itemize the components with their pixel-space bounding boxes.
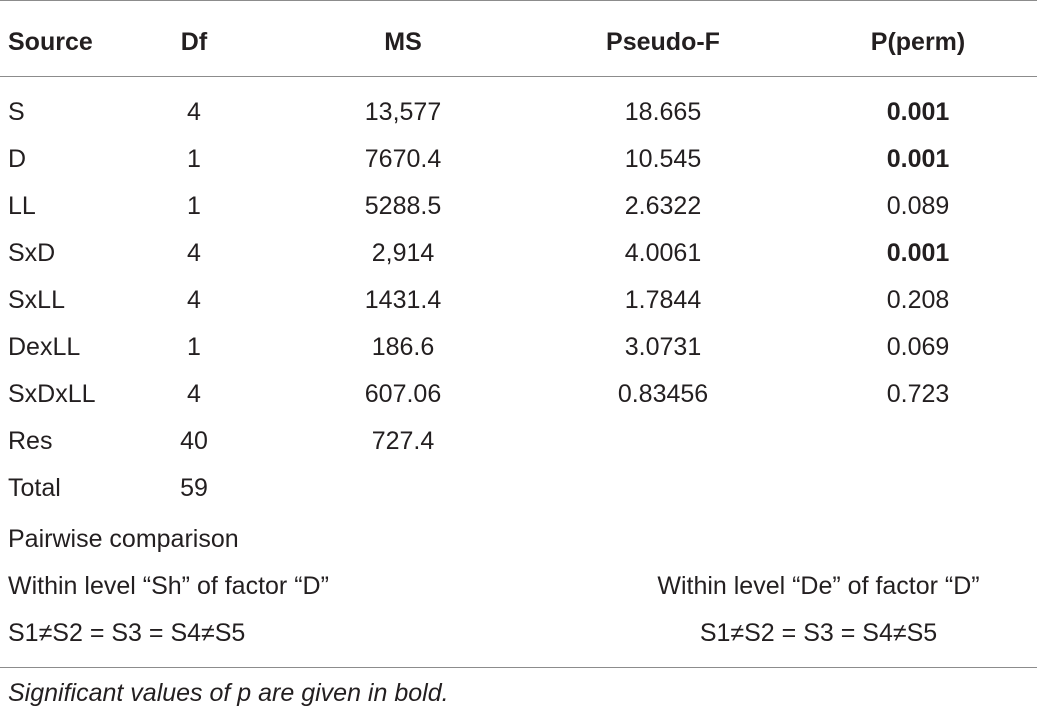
cell-pseudo-f: 3.0731 bbox=[624, 333, 702, 361]
cell-df: 1 bbox=[187, 145, 201, 173]
cell-pseudo-f: 4.0061 bbox=[624, 239, 702, 267]
cell-source: SxD bbox=[8, 239, 56, 267]
cell-df: 1 bbox=[187, 192, 201, 220]
header-p-perm: P(perm) bbox=[870, 28, 966, 56]
cell-pseudo-f: 18.665 bbox=[624, 98, 702, 126]
cell-ms: 5288.5 bbox=[364, 192, 442, 220]
cell-df: 1 bbox=[187, 333, 201, 361]
header-ms: MS bbox=[384, 28, 422, 56]
cell-pseudo-f: 1.7844 bbox=[624, 286, 702, 314]
cell-df: 59 bbox=[180, 474, 208, 502]
cell-source: SxLL bbox=[8, 286, 65, 314]
cell-pseudo-f: 0.83456 bbox=[617, 380, 709, 408]
pairwise-right-result: S1≠S2 = S3 = S4≠S5 bbox=[699, 619, 938, 647]
cell-ms: 607.06 bbox=[364, 380, 442, 408]
cell-source: D bbox=[8, 145, 27, 173]
cell-p-perm: 0.089 bbox=[886, 192, 950, 220]
pairwise-title: Pairwise comparison bbox=[8, 525, 239, 553]
cell-p-perm: 0.001 bbox=[886, 98, 950, 126]
cell-source: Res bbox=[8, 427, 53, 455]
cell-source: DexLL bbox=[8, 333, 81, 361]
cell-ms: 13,577 bbox=[364, 98, 442, 126]
cell-df: 40 bbox=[180, 427, 208, 455]
cell-p-perm: 0.208 bbox=[886, 286, 950, 314]
cell-p-perm: 0.069 bbox=[886, 333, 950, 361]
cell-pseudo-f: 10.545 bbox=[624, 145, 702, 173]
cell-p-perm: 0.723 bbox=[886, 380, 950, 408]
cell-pseudo-f: 2.6322 bbox=[624, 192, 702, 220]
cell-source: Total bbox=[8, 474, 61, 502]
header-pseudo-f: Pseudo-F bbox=[606, 28, 720, 56]
cell-source: SxDxLL bbox=[8, 380, 96, 408]
pairwise-right-heading: Within level “De” of factor “D” bbox=[657, 572, 980, 600]
top-rule bbox=[0, 0, 1037, 1]
cell-df: 4 bbox=[187, 98, 201, 126]
pairwise-left-result: S1≠S2 = S3 = S4≠S5 bbox=[8, 619, 246, 647]
cell-p-perm: 0.001 bbox=[886, 239, 950, 267]
cell-source: S bbox=[8, 98, 25, 126]
cell-df: 4 bbox=[187, 239, 201, 267]
cell-ms: 2,914 bbox=[371, 239, 435, 267]
cell-ms: 186.6 bbox=[371, 333, 435, 361]
cell-source: LL bbox=[8, 192, 36, 220]
cell-df: 4 bbox=[187, 286, 201, 314]
header-rule bbox=[0, 76, 1037, 77]
cell-ms: 1431.4 bbox=[364, 286, 442, 314]
cell-ms: 7670.4 bbox=[364, 145, 442, 173]
pairwise-left-heading: Within level “Sh” of factor “D” bbox=[8, 572, 329, 600]
table-footnote: Significant values of p are given in bol… bbox=[8, 679, 449, 707]
header-df: Df bbox=[180, 28, 208, 56]
bottom-rule bbox=[0, 667, 1037, 668]
cell-df: 4 bbox=[187, 380, 201, 408]
cell-ms: 727.4 bbox=[371, 427, 435, 455]
cell-p-perm: 0.001 bbox=[886, 145, 950, 173]
header-source: Source bbox=[8, 28, 93, 56]
